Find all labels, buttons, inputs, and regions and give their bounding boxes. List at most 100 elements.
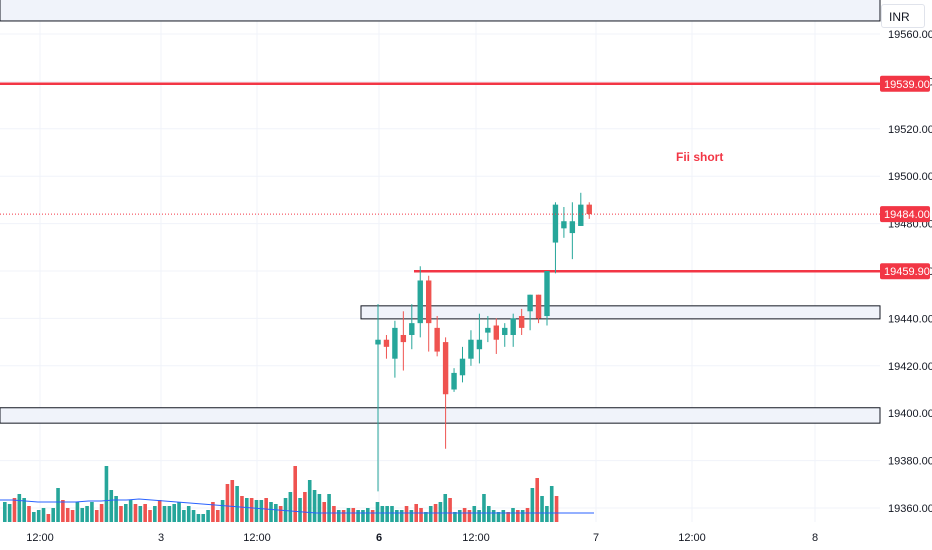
- price-label-text: 19484.00: [884, 209, 930, 221]
- volume-bar: [317, 494, 322, 522]
- volume-bar: [428, 506, 433, 522]
- price-label: 19484.00: [880, 206, 930, 223]
- volume-bar: [482, 494, 486, 522]
- volume-bar: [346, 508, 351, 522]
- volume-ma-line: [0, 498, 594, 514]
- volume-bar: [104, 466, 109, 522]
- currency-button[interactable]: INR: [881, 4, 925, 28]
- volume-bar: [196, 514, 201, 522]
- volume-bar: [366, 508, 370, 522]
- volume-bar: [75, 502, 80, 522]
- candle-body: [383, 339, 390, 347]
- volume-bar: [27, 506, 31, 522]
- volume-bar: [303, 492, 307, 522]
- support-zone[interactable]: [0, 0, 881, 22]
- volume-bar: [148, 510, 152, 522]
- levels[interactable]: [0, 82, 880, 273]
- volume-bar: [240, 496, 244, 522]
- volume-bar: [215, 510, 220, 522]
- volume-bar: [12, 498, 17, 522]
- volume-bar: [385, 506, 389, 522]
- price-label-text: 19459.90: [884, 266, 930, 278]
- candle-body: [459, 358, 466, 376]
- volume-bar: [61, 500, 65, 522]
- volume-bar: [157, 500, 162, 522]
- volume-bar: [167, 506, 172, 522]
- volume-bar: [225, 484, 230, 522]
- x-tick-label: 6: [376, 532, 382, 544]
- volume-bar: [65, 508, 70, 522]
- volume-bar: [361, 510, 365, 522]
- volume-bar: [46, 514, 51, 522]
- volume-bar: [332, 506, 336, 522]
- volume-bar: [245, 498, 249, 522]
- volume-bar: [128, 500, 133, 522]
- volume-bar: [133, 504, 138, 522]
- price-label: 19539.00: [880, 75, 930, 92]
- candle-body: [451, 372, 457, 390]
- volume-bar: [249, 498, 254, 522]
- volume-bar: [419, 508, 423, 522]
- x-tick-label: 8: [812, 532, 818, 544]
- volume-bar: [182, 510, 186, 522]
- x-tick-label: 12:00: [26, 532, 54, 544]
- candle-body: [426, 280, 432, 324]
- x-tick-label: 7: [593, 532, 599, 544]
- annotation-text[interactable]: Fii short: [676, 150, 723, 164]
- volume-bar: [453, 512, 457, 522]
- candle-body: [569, 221, 576, 234]
- time-axis[interactable]: 12:00 3 12:00 6 12:00 7 12:00 8: [26, 532, 818, 544]
- volume-bar: [22, 498, 26, 522]
- volume-bar: [525, 508, 530, 522]
- volume-bar: [3, 502, 7, 522]
- volume-bar: [443, 494, 448, 522]
- volume-bars: [3, 466, 559, 522]
- volume-bar: [201, 514, 206, 522]
- volume-bar: [356, 510, 360, 522]
- volume-bar: [370, 510, 375, 522]
- volume-bar: [230, 480, 235, 522]
- volume-bar: [264, 498, 268, 522]
- x-tick-label: 12:00: [243, 532, 271, 544]
- candle-body: [561, 221, 567, 229]
- volume-bar: [51, 508, 55, 522]
- candle-body: [476, 339, 483, 350]
- volume-bar: [206, 510, 210, 522]
- candle-body: [578, 204, 584, 226]
- volume-bar: [90, 502, 94, 522]
- volume-bar: [409, 510, 414, 522]
- price-label-bg: [880, 206, 930, 223]
- volume-bar: [288, 492, 293, 522]
- volume-bar: [269, 502, 273, 522]
- y-tick-label: 19360.00: [888, 503, 932, 515]
- candle-body: [375, 339, 381, 345]
- volume-bar: [41, 508, 46, 522]
- volume-bar: [467, 510, 472, 522]
- volume-bar: [36, 510, 41, 522]
- volume-bar: [496, 512, 501, 522]
- volume-bar: [390, 506, 394, 522]
- volume-bar: [506, 512, 510, 522]
- volume-bar: [549, 486, 554, 522]
- volume-bar: [80, 508, 85, 522]
- volume-bar: [138, 506, 143, 522]
- volume-bar: [114, 496, 118, 522]
- support-zone[interactable]: [0, 407, 881, 424]
- candle-body: [485, 327, 491, 333]
- candle-body: [544, 271, 550, 317]
- volume-bar: [254, 500, 259, 522]
- volume-bar: [404, 506, 409, 522]
- volume-bar: [511, 508, 515, 522]
- volume-bar: [153, 506, 157, 522]
- candle-body: [417, 280, 423, 324]
- candle-body: [552, 204, 559, 243]
- volume-bar: [177, 502, 181, 522]
- candle-body: [527, 294, 533, 312]
- support-zone[interactable]: [360, 305, 881, 320]
- volume-bar: [274, 504, 278, 522]
- price-label-text: 19539.00: [884, 79, 930, 91]
- candle-body: [502, 327, 508, 335]
- volume-bar: [85, 506, 89, 522]
